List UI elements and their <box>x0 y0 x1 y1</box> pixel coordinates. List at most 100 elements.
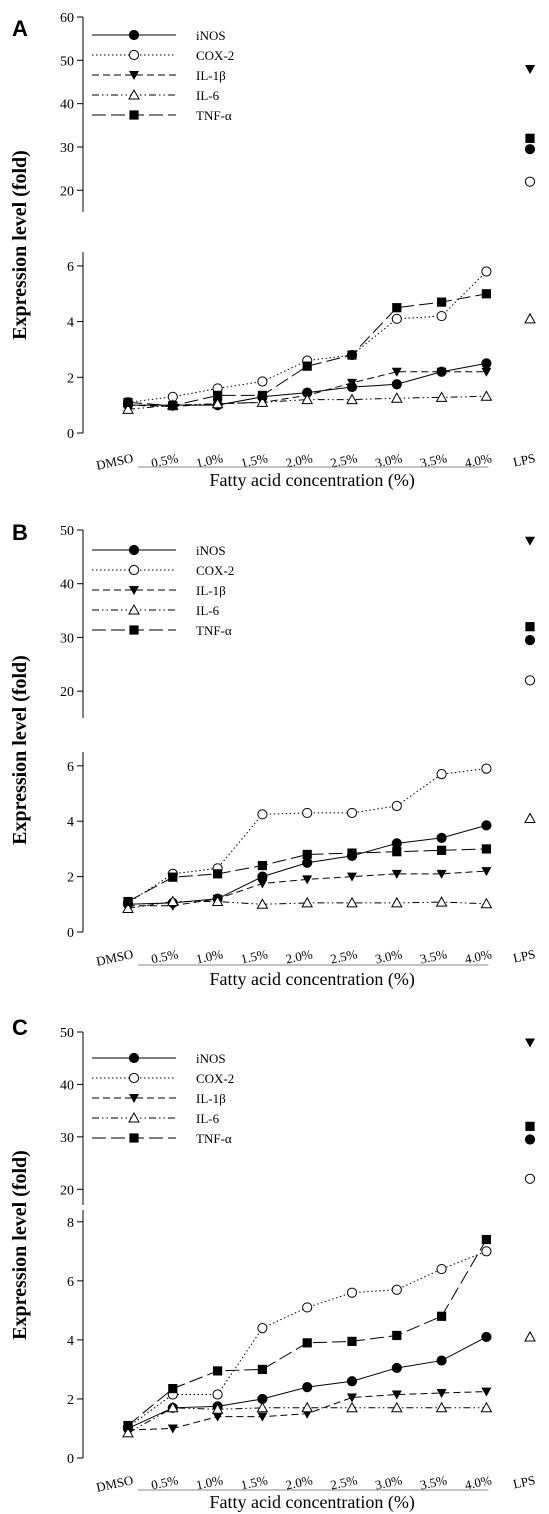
legend-label: IL-1β <box>196 583 226 598</box>
data-point <box>346 807 358 819</box>
data-point <box>301 1401 314 1413</box>
data-point <box>481 820 492 831</box>
data-point <box>481 867 492 877</box>
legend-marker <box>128 544 140 556</box>
lps-data-point <box>525 1038 535 1048</box>
data-point <box>390 1401 403 1413</box>
legend-label: iNOS <box>196 1051 226 1066</box>
x-category-label: 2.5% <box>329 946 359 966</box>
legend-label: IL-1β <box>196 1091 226 1106</box>
legend: iNOS COX-2 IL-1β IL-6 TNF-α <box>92 28 234 123</box>
data-point <box>122 403 134 414</box>
chart-panel-c: C Expression level (fold) 20 30 40 50 0 2 4 6 8 DMS… <box>9 1015 537 1513</box>
data-point <box>301 393 314 405</box>
x-axis-label: Fatty acid concentration (%) <box>209 1492 414 1513</box>
series-tnf- <box>123 1121 535 1431</box>
data-point <box>257 376 268 387</box>
x-category-label: DMSO <box>95 450 135 472</box>
y-tick-label-lower: 6 <box>67 760 74 775</box>
data-point <box>481 1234 491 1245</box>
x-category-label: 1.0% <box>195 450 225 470</box>
data-point <box>302 1302 313 1313</box>
x-category-label: 4.0% <box>463 946 493 966</box>
y-tick-label-lower: 0 <box>67 427 74 442</box>
panel-letter: B <box>12 520 28 545</box>
lps-data-point <box>524 144 536 155</box>
x-axis-label: Fatty acid concentration (%) <box>209 470 414 491</box>
data-point <box>481 1246 492 1257</box>
lps-data-point <box>525 65 535 74</box>
data-point <box>390 392 403 403</box>
y-tick-label-lower: 4 <box>67 815 74 830</box>
legend-label: TNF-α <box>196 108 232 123</box>
x-category-label: 1.5% <box>239 1472 269 1492</box>
lps-data-point <box>524 675 536 686</box>
x-category-label: 1.5% <box>239 450 269 470</box>
data-point <box>436 367 447 377</box>
data-point <box>436 1389 447 1399</box>
x-category-label: LPS <box>512 946 537 965</box>
x-axis-label: Fatty acid concentration (%) <box>209 969 414 990</box>
legend-label: IL-1β <box>196 68 226 83</box>
data-point <box>481 367 492 377</box>
x-category-label: 3.5% <box>419 450 449 470</box>
panel-letter: A <box>12 16 28 41</box>
data-point <box>481 289 491 299</box>
lps-data-point <box>524 812 536 823</box>
data-point <box>167 1424 178 1434</box>
lps-data-point <box>524 1134 536 1145</box>
data-point <box>302 1338 312 1348</box>
data-point <box>435 391 448 402</box>
data-point <box>435 1401 448 1413</box>
series-il-1- <box>123 1038 535 1435</box>
x-category-label: 3.0% <box>374 450 404 470</box>
data-point <box>347 378 357 388</box>
data-point <box>257 1322 268 1334</box>
y-axis-label: Expression level (fold) <box>9 150 31 340</box>
data-point <box>480 897 493 909</box>
data-point <box>211 895 224 907</box>
data-point <box>436 1263 447 1275</box>
y-tick-label-upper: 40 <box>60 578 74 593</box>
y-tick-label-upper: 40 <box>60 98 74 113</box>
legend-marker <box>128 1072 140 1084</box>
data-point <box>257 860 267 871</box>
legend-label: COX-2 <box>196 48 234 63</box>
legend-label: IL-6 <box>196 1111 220 1126</box>
data-point <box>436 832 447 843</box>
data-point <box>257 879 268 889</box>
data-point <box>391 367 402 377</box>
data-point <box>436 869 447 879</box>
legend-marker <box>129 625 139 635</box>
lps-data-point <box>524 1173 536 1184</box>
data-point <box>168 872 178 882</box>
series-line <box>127 395 487 410</box>
legend-marker <box>129 110 139 120</box>
lps-data-point <box>525 133 535 143</box>
data-point <box>347 848 357 858</box>
series-il-6 <box>122 1330 536 1438</box>
data-point <box>346 1401 358 1413</box>
data-point <box>391 379 402 390</box>
data-point <box>436 310 447 322</box>
data-point <box>256 898 269 909</box>
legend-label: iNOS <box>196 543 226 558</box>
data-point <box>436 1355 447 1366</box>
series-cox-2 <box>122 675 536 909</box>
legend-marker <box>128 564 140 576</box>
x-category-label: LPS <box>512 450 537 469</box>
series-tnf- <box>123 133 535 411</box>
data-point <box>391 313 402 324</box>
data-point <box>123 896 133 907</box>
data-point <box>391 838 402 849</box>
series-line <box>127 271 487 403</box>
x-category-label: 2.5% <box>329 450 359 470</box>
x-category-label: 2.0% <box>284 946 314 966</box>
data-point <box>391 1284 402 1295</box>
series-line <box>127 901 487 909</box>
y-tick-label-lower: 2 <box>67 871 74 886</box>
x-category-label: DMSO <box>95 946 135 968</box>
data-point <box>123 1420 133 1431</box>
data-point <box>123 397 133 407</box>
